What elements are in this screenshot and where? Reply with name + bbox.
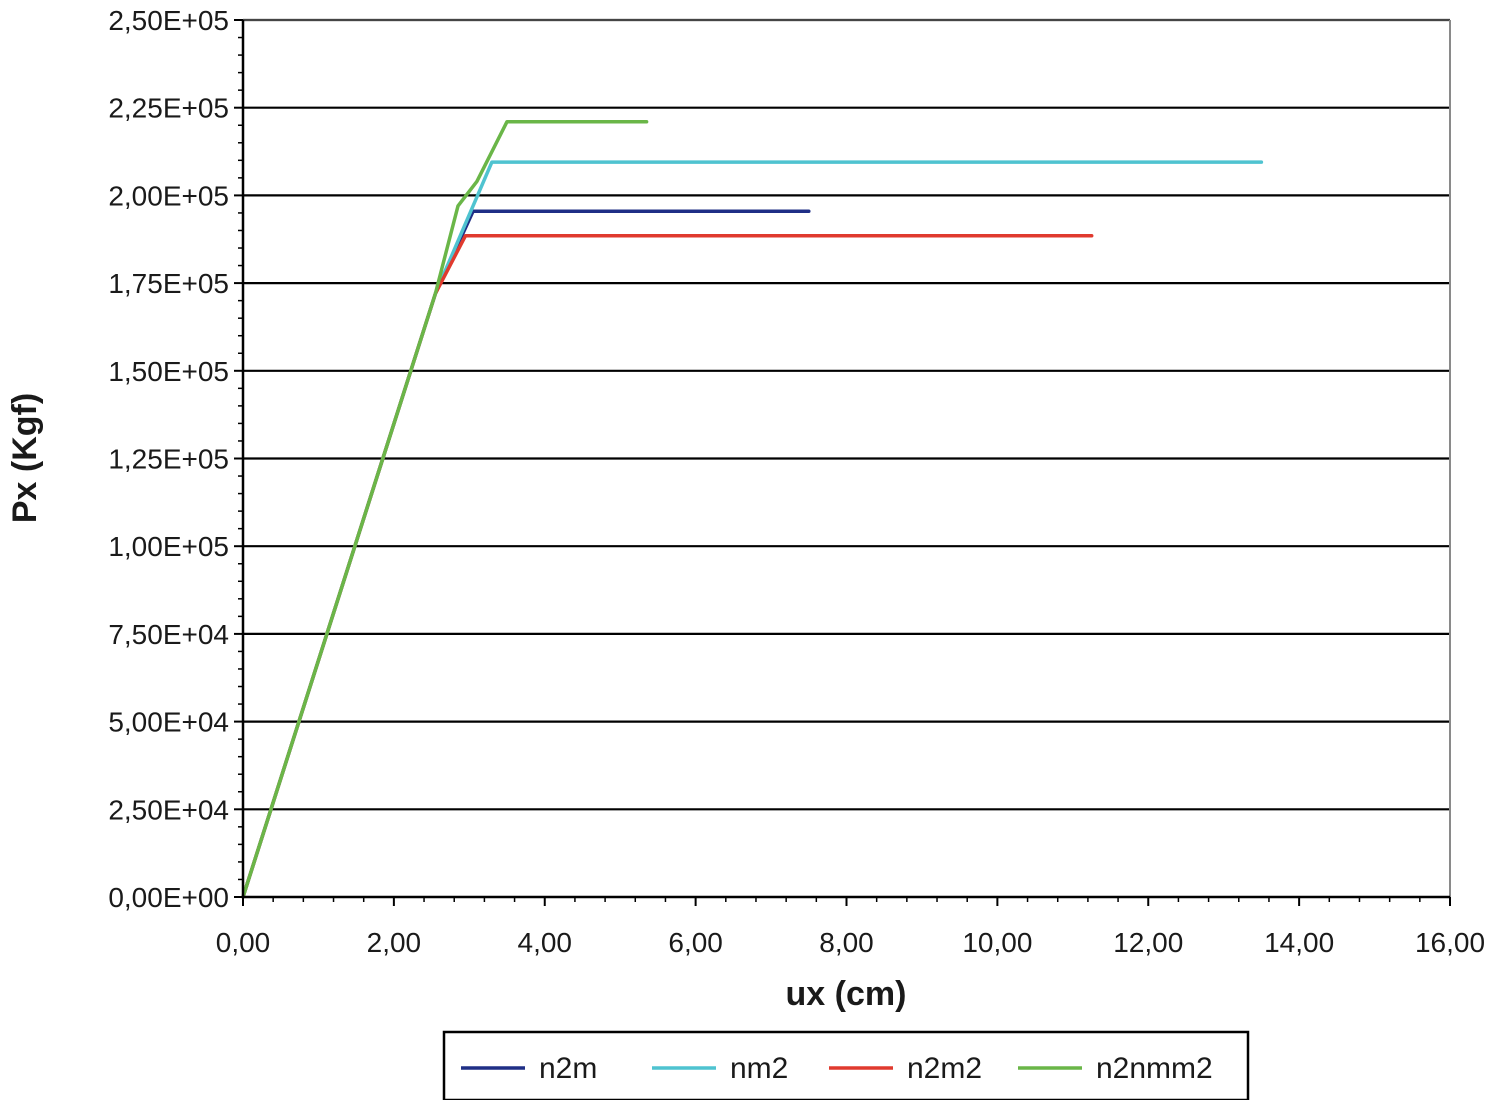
legend-label-n2m2: n2m2 xyxy=(907,1052,982,1085)
x-tick-label: 6,00 xyxy=(668,927,723,958)
x-tick-label: 12,00 xyxy=(1113,927,1183,958)
y-tick-label: 7,50E+04 xyxy=(108,619,229,650)
y-tick-label: 2,50E+05 xyxy=(108,5,229,36)
legend-label-n2m: n2m xyxy=(539,1052,597,1085)
tick-labels: 0,00E+00 2,50E+04 5,00E+04 7,50E+04 1,00E+05… xyxy=(108,5,1485,958)
y-tick-label: 1,25E+05 xyxy=(108,444,229,475)
y-tick-label: 2,50E+04 xyxy=(108,794,229,825)
x-tick-label: 14,00 xyxy=(1264,927,1334,958)
legend: n2m nm2 n2m2 n2nmm2 xyxy=(442,1030,1250,1100)
y-axis-title: Px (Kgf) xyxy=(6,393,44,523)
y-tick-label: 1,50E+05 xyxy=(108,356,229,387)
series-lines xyxy=(241,119,1264,899)
legend-label-nm2: nm2 xyxy=(730,1052,788,1085)
x-tick-label: 16,00 xyxy=(1415,927,1485,958)
y-tick-label: 5,00E+04 xyxy=(108,707,229,738)
legend-box xyxy=(442,1030,1250,1100)
x-tick-label: 8,00 xyxy=(819,927,874,958)
axes xyxy=(234,19,1451,906)
y-tick-label: 0,00E+00 xyxy=(108,882,229,913)
y-tick-label: 1,75E+05 xyxy=(108,268,229,299)
x-tick-label: 4,00 xyxy=(518,927,573,958)
x-tick-label: 2,00 xyxy=(367,927,422,958)
y-tick-label: 1,00E+05 xyxy=(108,531,229,562)
x-tick-label: 0,00 xyxy=(216,927,271,958)
legend-label-n2nmm2: n2nmm2 xyxy=(1096,1052,1213,1085)
series-line-n2nmm2 xyxy=(241,119,649,899)
y-tick-label: 2,25E+05 xyxy=(108,93,229,124)
x-axis-title: ux (cm) xyxy=(786,975,907,1013)
x-tick-label: 10,00 xyxy=(962,927,1032,958)
y-tick-label: 2,00E+05 xyxy=(108,180,229,211)
